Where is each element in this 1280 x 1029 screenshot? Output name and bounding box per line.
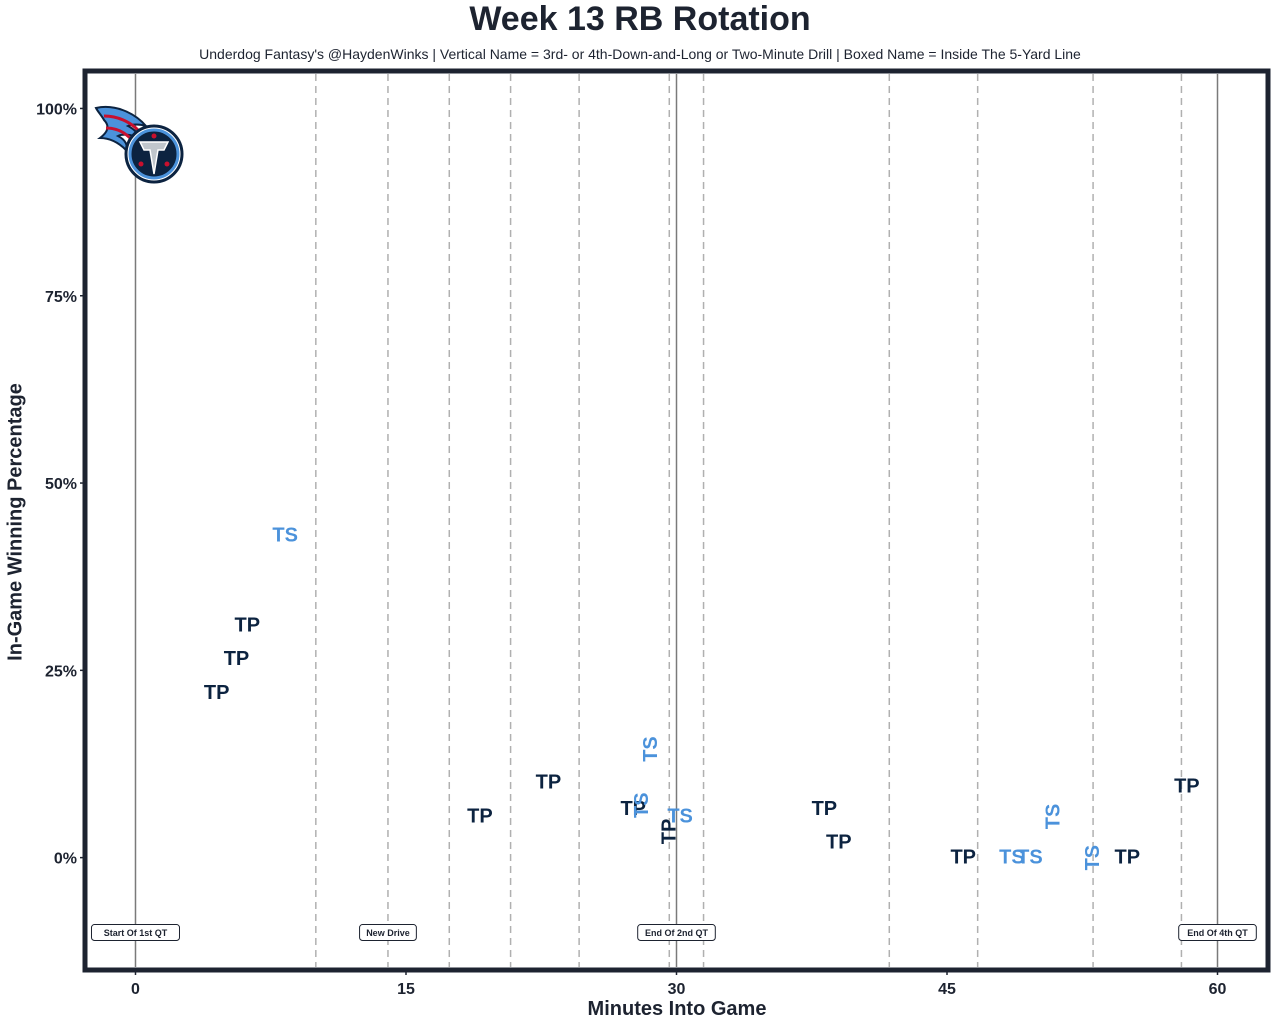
- x-tick-label: 60: [1209, 981, 1227, 998]
- axes: 0 15 30 45 60 0% 25% 50% 75% 100%: [36, 101, 1226, 998]
- point-label-ts: TS: [1082, 845, 1104, 871]
- point-label-tp: TP: [826, 832, 852, 854]
- point-label-tp: TP: [620, 798, 646, 820]
- annotation-box: [1178, 924, 1257, 942]
- point-label-tp: TP: [536, 772, 562, 794]
- x-tick-label: 15: [397, 981, 415, 998]
- chart-title: Week 13 RB Rotation: [469, 0, 811, 38]
- y-axis-label: In-Game Winning Percentage: [4, 383, 27, 661]
- point-label-tp: TP: [658, 819, 680, 845]
- y-tick-label: 50%: [45, 476, 77, 493]
- point-label-tp: TP: [224, 648, 250, 670]
- x-tick-label: 30: [668, 981, 686, 998]
- point-label-ts: TS: [667, 805, 693, 827]
- point-label-tp: TP: [204, 682, 230, 704]
- annotation-box: [90, 924, 180, 942]
- annotation-label: Start Of 1st QT: [104, 928, 168, 938]
- point-label-ts: TS: [631, 792, 653, 818]
- point-label-tp: TP: [812, 798, 838, 820]
- plot-frame: [82, 68, 1271, 973]
- point-label-ts: TS: [999, 847, 1025, 869]
- point-label-ts: TS: [1042, 804, 1064, 830]
- point-label-ts: TS: [1017, 847, 1043, 869]
- x-tick-label: 0: [131, 981, 140, 998]
- point-label-ts: TS: [640, 736, 662, 762]
- y-tick-label: 100%: [36, 101, 77, 118]
- point-label-ts: TS: [272, 524, 298, 546]
- point-label-tp: TP: [235, 614, 261, 636]
- x-axis-label: Minutes Into Game: [587, 998, 767, 1020]
- annotation-box: [637, 924, 716, 942]
- annotation-box: [359, 924, 417, 942]
- y-tick-label: 75%: [45, 289, 77, 306]
- annotations: Start Of 1st QT New Drive End Of 2nd QT End…: [90, 924, 1257, 942]
- point-label-tp: TP: [467, 805, 493, 827]
- point-label-tp: TP: [1174, 775, 1200, 797]
- titans-logo-icon: [94, 106, 184, 184]
- x-tick-label: 45: [938, 981, 956, 998]
- vertical-lines: [134, 74, 1219, 967]
- annotation-label: End Of 4th QT: [1187, 928, 1248, 938]
- y-tick-label: 25%: [45, 663, 77, 680]
- point-label-tp: TP: [950, 847, 976, 869]
- y-tick-label: 0%: [54, 851, 77, 868]
- annotation-label: End Of 2nd QT: [645, 928, 708, 938]
- chart-subtitle: Underdog Fantasy's @HaydenWinks | Vertic…: [199, 46, 1081, 62]
- point-label-tp: TP: [1115, 847, 1141, 869]
- annotation-label: New Drive: [366, 928, 410, 938]
